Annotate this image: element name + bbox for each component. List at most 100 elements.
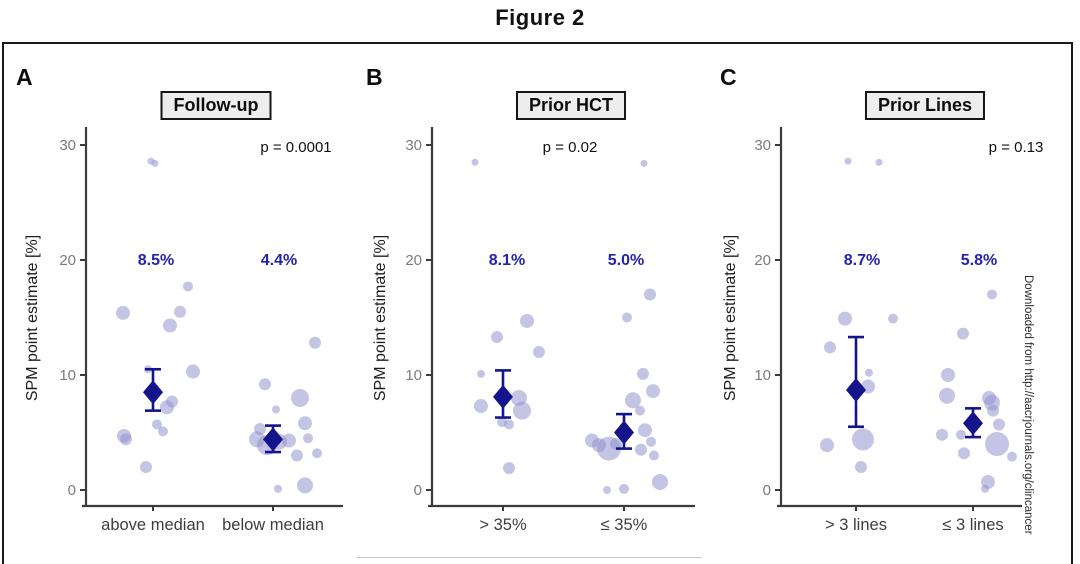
- data-point: [183, 281, 193, 292]
- panel-a-mean-left: 8.5%: [137, 252, 175, 269]
- data-point: [152, 419, 162, 430]
- data-point: [513, 401, 531, 420]
- data-point: [116, 305, 130, 320]
- data-point: [272, 405, 280, 414]
- y-tick-label: 30: [754, 137, 771, 154]
- data-point: [981, 484, 989, 493]
- data-point: [291, 389, 309, 407]
- data-point: [619, 483, 629, 494]
- y-tick-label: 20: [754, 252, 771, 269]
- data-point: [291, 449, 303, 462]
- data-point: [520, 313, 534, 328]
- data-point: [120, 433, 132, 446]
- mean-diamond: [963, 411, 983, 436]
- data-point: [957, 327, 969, 340]
- y-tick-label: 0: [763, 482, 771, 499]
- data-point: [622, 312, 632, 323]
- y-tick-label: 0: [414, 482, 422, 499]
- panel-a-header: Follow-up: [160, 91, 272, 120]
- category-label: > 3 lines: [825, 516, 887, 534]
- data-point: [939, 387, 955, 404]
- data-point: [533, 346, 545, 358]
- data-point: [312, 448, 322, 459]
- data-point: [638, 423, 652, 438]
- data-point: [635, 443, 647, 456]
- panel-a-plot: 0 10 20 30 above median below median: [59, 127, 343, 534]
- data-point: [282, 433, 296, 448]
- data-point: [941, 368, 955, 382]
- mean-diamond: [263, 427, 283, 452]
- y-tick-label: 30: [405, 137, 422, 154]
- data-point: [865, 368, 873, 377]
- data-point: [987, 404, 999, 417]
- panel-c-mean-left: 8.7%: [843, 252, 881, 269]
- figure-title: Figure 2: [495, 5, 585, 30]
- data-point: [298, 416, 312, 431]
- journal-watermark-text: Downloaded from http://aacrjournals.org/…: [1022, 275, 1034, 535]
- category-label: above median: [101, 516, 205, 534]
- panel-c-header: Prior Lines: [864, 91, 986, 120]
- y-tick-label: 10: [59, 367, 76, 384]
- data-point: [936, 428, 948, 441]
- data-point: [151, 159, 159, 167]
- panel-b-plot: 0 10 20 30 > 35% ≤ 35%: [405, 127, 695, 534]
- data-point: [491, 331, 503, 344]
- panel-b-letter: B: [366, 64, 383, 90]
- y-tick-label: 30: [59, 137, 76, 154]
- data-point: [635, 405, 645, 416]
- data-point: [625, 392, 641, 409]
- panel-b-header: Prior HCT: [515, 91, 627, 120]
- data-point: [987, 289, 997, 300]
- data-point: [474, 399, 488, 414]
- data-point: [163, 318, 177, 333]
- data-point: [844, 157, 852, 165]
- data-point: [956, 429, 966, 440]
- category-label: ≤ 35%: [601, 516, 648, 534]
- panel-c-mean-right: 5.8%: [960, 252, 998, 269]
- data-point: [985, 432, 1009, 456]
- data-point: [186, 364, 200, 379]
- data-point: [649, 450, 659, 461]
- data-point: [309, 336, 321, 349]
- data-point: [259, 378, 271, 391]
- y-tick-label: 0: [68, 482, 76, 499]
- data-point: [644, 288, 656, 301]
- data-point: [824, 341, 836, 354]
- data-point: [174, 305, 186, 318]
- data-point: [993, 418, 1005, 431]
- mean-diamond: [143, 380, 163, 405]
- data-point: [637, 367, 649, 380]
- data-point: [1007, 451, 1017, 462]
- panel-b-mean-right: 5.0%: [607, 252, 645, 269]
- figure-border: [2, 42, 1073, 564]
- mean-diamond: [846, 377, 866, 402]
- data-point: [855, 461, 867, 473]
- cropped-content-divider: [357, 557, 702, 558]
- y-tick-label: 10: [754, 367, 771, 384]
- data-point: [471, 158, 479, 166]
- y-tick-label: 20: [405, 252, 422, 269]
- mean-diamond: [614, 420, 634, 445]
- y-tick-label: 10: [405, 367, 422, 384]
- panel-a-p-value: p = 0.0001: [260, 139, 332, 156]
- data-point: [603, 486, 611, 494]
- mean-diamond: [493, 384, 513, 409]
- data-point: [158, 426, 168, 437]
- data-point: [297, 477, 313, 494]
- panel-b-p-value: p = 0.02: [542, 139, 598, 156]
- y-tick-label: 20: [59, 252, 76, 269]
- data-point: [646, 384, 660, 399]
- panel-b-mean-left: 8.1%: [488, 252, 526, 269]
- data-point: [646, 436, 656, 447]
- data-point: [652, 473, 668, 490]
- data-point: [303, 433, 313, 444]
- panel-a-letter: A: [16, 64, 33, 90]
- data-point: [503, 462, 515, 475]
- panel-c-p-value: p = 0.13: [988, 139, 1044, 156]
- category-label: ≤ 3 lines: [942, 516, 1003, 534]
- data-point: [958, 447, 970, 460]
- data-point: [477, 369, 485, 378]
- panel-c-plot: 0 10 20 30 > 3 lines ≤ 3 lines: [754, 127, 1022, 534]
